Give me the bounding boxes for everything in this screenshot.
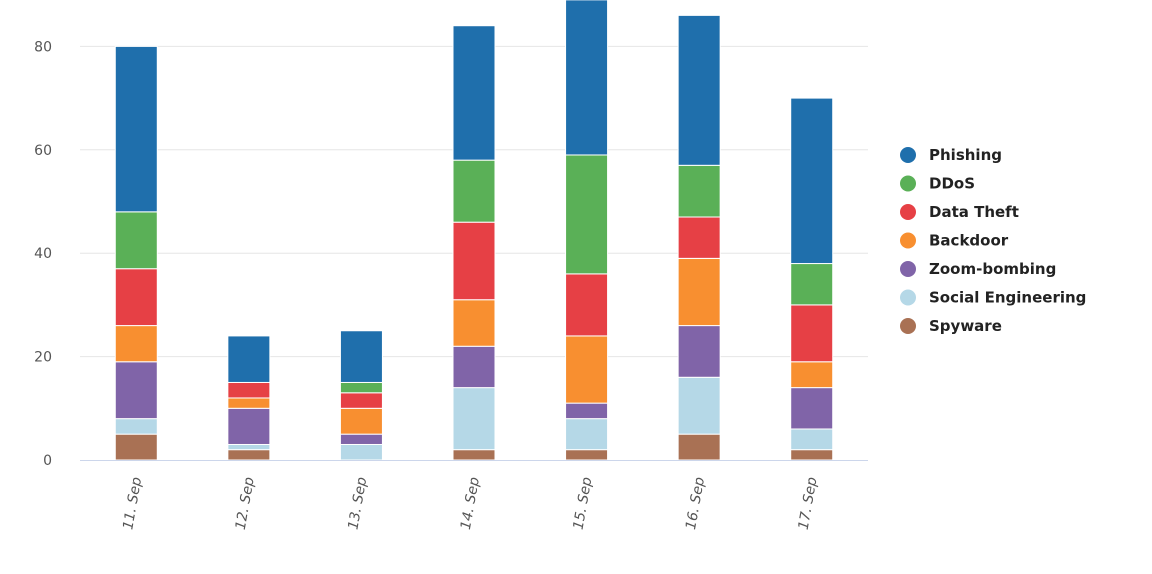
legend-marker — [900, 204, 916, 220]
y-tick-label: 40 — [34, 246, 52, 262]
bar-segment-phishing[interactable] — [339, 330, 383, 383]
bar-stack-14-sep[interactable] — [452, 25, 496, 461]
x-tick-label: 14. Sep — [458, 476, 483, 531]
bar-segment-phishing[interactable] — [114, 45, 158, 213]
x-tick-label: 15. Sep — [571, 476, 596, 531]
bar-segment-zoom-bombing[interactable] — [339, 433, 383, 445]
legend-label: Zoom-bombing — [929, 260, 1056, 278]
legend-item-data-theft[interactable]: Data Theft — [900, 203, 1019, 221]
legend-label: Social Engineering — [929, 289, 1086, 307]
bar-segment-zoom-bombing[interactable] — [790, 387, 834, 430]
bar-stack-17-sep[interactable] — [790, 97, 834, 461]
bar-stack-13-sep[interactable] — [339, 330, 383, 461]
bar-segment-ddos[interactable] — [790, 263, 834, 306]
x-tick-label: 12. Sep — [233, 476, 258, 531]
legend-marker — [900, 261, 916, 277]
bar-segment-data-theft[interactable] — [114, 268, 158, 327]
bars — [114, 0, 834, 461]
y-tick-label: 60 — [34, 143, 52, 159]
legend-label: Spyware — [929, 317, 1002, 335]
bar-segment-spyware[interactable] — [677, 433, 721, 461]
y-tick-label: 20 — [34, 350, 52, 366]
bar-segment-data-theft[interactable] — [565, 273, 609, 337]
bar-segment-social-engineering[interactable] — [227, 443, 271, 451]
bar-segment-spyware[interactable] — [114, 433, 158, 461]
bar-segment-social-engineering[interactable] — [565, 418, 609, 451]
x-axis: 11. Sep 12. Sep 13. Sep 14. Sep 15. Sep 16. S… — [120, 476, 820, 531]
bar-segment-phishing[interactable] — [452, 25, 496, 161]
legend-marker — [900, 232, 916, 249]
legend-marker — [900, 318, 916, 334]
bar-segment-data-theft[interactable] — [339, 392, 383, 409]
x-tick-label: 16. Sep — [683, 476, 708, 531]
bar-segment-spyware[interactable] — [227, 449, 271, 461]
bar-segment-zoom-bombing[interactable] — [677, 325, 721, 378]
bar-segment-backdoor[interactable] — [452, 299, 496, 347]
bar-segment-social-engineering[interactable] — [339, 443, 383, 461]
bar-segment-ddos[interactable] — [339, 381, 383, 394]
bar-segment-phishing[interactable] — [227, 335, 271, 383]
legend-marker — [900, 147, 916, 163]
legend-item-social-engineering[interactable]: Social Engineering — [900, 289, 1086, 307]
x-tick-label: 13. Sep — [345, 476, 370, 531]
bar-segment-spyware[interactable] — [565, 449, 609, 461]
y-tick-label: 80 — [34, 39, 52, 55]
bar-segment-data-theft[interactable] — [790, 304, 834, 363]
x-tick-label: 11. Sep — [120, 476, 145, 531]
bar-segment-zoom-bombing[interactable] — [565, 402, 609, 420]
legend[interactable]: Phishing DDoS Data Theft Backdoor Zoom-bombi… — [900, 146, 1086, 335]
y-axis: 0 20 40 60 80 — [34, 39, 52, 469]
legend-label: Data Theft — [929, 203, 1019, 221]
bar-segment-ddos[interactable] — [114, 211, 158, 270]
x-tick-label: 17. Sep — [796, 476, 821, 531]
bar-segment-social-engineering[interactable] — [790, 428, 834, 451]
bar-segment-spyware[interactable] — [452, 449, 496, 461]
bar-segment-backdoor[interactable] — [114, 325, 158, 363]
bar-segment-data-theft[interactable] — [452, 221, 496, 301]
bar-segment-zoom-bombing[interactable] — [114, 361, 158, 420]
legend-item-phishing[interactable]: Phishing — [900, 146, 1002, 164]
bar-segment-social-engineering[interactable] — [677, 376, 721, 435]
legend-item-ddos[interactable]: DDoS — [900, 175, 975, 193]
bar-segment-phishing[interactable] — [677, 14, 721, 166]
bar-segment-social-engineering[interactable] — [452, 387, 496, 451]
bar-stack-15-sep[interactable] — [565, 0, 609, 461]
bar-segment-zoom-bombing[interactable] — [227, 407, 271, 445]
bar-segment-data-theft[interactable] — [677, 216, 721, 259]
bar-segment-backdoor[interactable] — [565, 335, 609, 404]
bar-segment-ddos[interactable] — [677, 164, 721, 218]
bar-segment-backdoor[interactable] — [227, 397, 271, 409]
bar-segment-spyware[interactable] — [790, 449, 834, 461]
legend-item-backdoor[interactable]: Backdoor — [900, 232, 1009, 250]
bar-stack-16-sep[interactable] — [677, 14, 721, 461]
legend-label: Phishing — [929, 146, 1002, 164]
bar-segment-data-theft[interactable] — [227, 381, 271, 399]
bar-segment-phishing[interactable] — [565, 0, 609, 156]
bar-segment-social-engineering[interactable] — [114, 418, 158, 435]
legend-label: DDoS — [929, 175, 975, 193]
bar-segment-backdoor[interactable] — [790, 361, 834, 389]
legend-marker — [900, 175, 916, 192]
bar-segment-phishing[interactable] — [790, 97, 834, 265]
legend-marker — [900, 289, 916, 306]
y-tick-label: 0 — [43, 453, 52, 469]
bar-stack-12-sep[interactable] — [227, 335, 271, 461]
bar-stack-11-sep[interactable] — [114, 45, 158, 461]
bar-segment-backdoor[interactable] — [339, 407, 383, 435]
legend-item-spyware[interactable]: Spyware — [900, 317, 1002, 335]
bar-segment-ddos[interactable] — [565, 154, 609, 275]
legend-label: Backdoor — [929, 232, 1009, 250]
legend-item-zoom-bombing[interactable]: Zoom-bombing — [900, 260, 1056, 278]
bar-segment-ddos[interactable] — [452, 159, 496, 223]
bar-segment-backdoor[interactable] — [677, 257, 721, 327]
bar-segment-zoom-bombing[interactable] — [452, 345, 496, 389]
